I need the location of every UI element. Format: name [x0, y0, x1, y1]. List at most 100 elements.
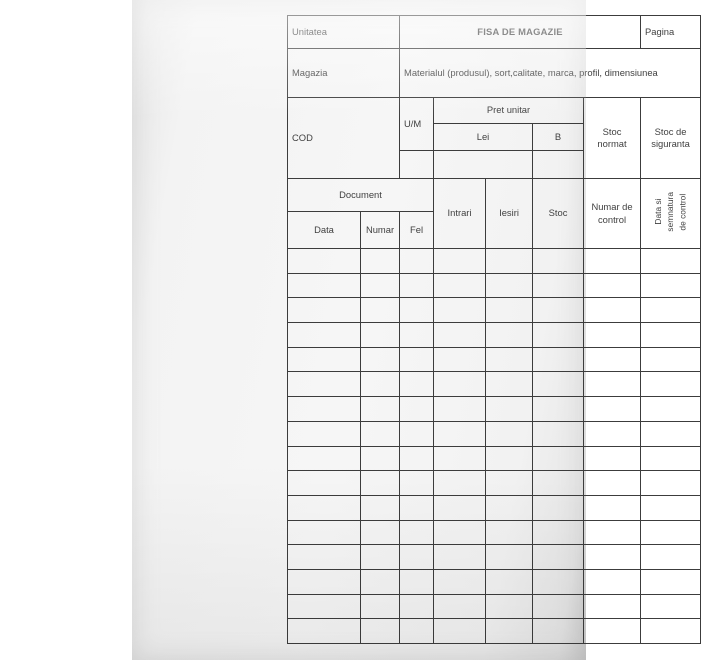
cell-numar[interactable]	[359, 420, 401, 447]
cell-stoc[interactable]	[532, 544, 585, 570]
cell-numar[interactable]	[359, 371, 401, 398]
cell-fel[interactable]	[399, 396, 435, 422]
cell-iesiri[interactable]	[485, 346, 534, 373]
cell-data-si-semnatura-de-control[interactable]	[640, 568, 702, 595]
cell-numar[interactable]	[359, 544, 401, 570]
cell-data-si-semnatura-de-control[interactable]	[640, 420, 702, 447]
cell-material-label[interactable]: Materialul (produsul), sort,calitate, ma…	[399, 48, 702, 98]
cell-numar-de-control[interactable]	[583, 346, 642, 373]
cell-pret-lei-value[interactable]	[433, 150, 534, 179]
cell-intrari[interactable]	[433, 420, 487, 447]
cell-intrari[interactable]	[433, 371, 487, 398]
cell-numar-de-control[interactable]	[583, 420, 642, 447]
cell-intrari[interactable]	[433, 544, 487, 570]
cell-iesiri[interactable]	[485, 519, 534, 546]
cell-data[interactable]	[287, 593, 361, 620]
cell-data-si-semnatura-de-control[interactable]	[640, 272, 702, 299]
cell-numar-de-control[interactable]	[583, 248, 642, 274]
cell-fel[interactable]	[399, 248, 435, 274]
cell-data[interactable]	[287, 470, 361, 496]
cell-data[interactable]	[287, 494, 361, 521]
cell-iesiri[interactable]	[485, 445, 534, 472]
cell-data-si-semnatura-de-control[interactable]	[640, 593, 702, 620]
cell-stoc[interactable]	[532, 470, 585, 496]
cell-data[interactable]	[287, 544, 361, 570]
cell-fel[interactable]	[399, 519, 435, 546]
cell-intrari[interactable]	[433, 322, 487, 348]
cell-stoc[interactable]	[532, 248, 585, 274]
cell-cod-label[interactable]: COD	[286, 97, 401, 179]
cell-fel[interactable]	[399, 297, 435, 324]
cell-fel[interactable]	[399, 445, 435, 472]
cell-numar[interactable]	[359, 593, 401, 620]
cell-numar-de-control[interactable]	[583, 618, 642, 644]
cell-numar[interactable]	[359, 322, 401, 348]
cell-iesiri[interactable]	[485, 420, 534, 447]
cell-numar-de-control[interactable]	[583, 593, 642, 620]
cell-iesiri[interactable]	[485, 568, 534, 595]
cell-numar-de-control[interactable]	[583, 322, 642, 348]
cell-fel[interactable]	[399, 470, 435, 496]
cell-data-si-semnatura-de-control[interactable]	[640, 494, 702, 521]
cell-numar-de-control[interactable]	[583, 494, 642, 521]
cell-numar-de-control[interactable]	[583, 371, 642, 398]
cell-intrari[interactable]	[433, 593, 487, 620]
cell-numar-de-control[interactable]	[583, 470, 642, 496]
cell-iesiri[interactable]	[485, 618, 534, 644]
cell-data-si-semnatura-de-control[interactable]	[640, 297, 702, 324]
cell-data[interactable]	[287, 618, 361, 644]
cell-numar[interactable]	[359, 618, 401, 644]
cell-numar-de-control[interactable]	[583, 297, 642, 324]
cell-fel[interactable]	[399, 322, 435, 348]
cell-numar[interactable]	[359, 445, 401, 472]
cell-stoc[interactable]	[532, 346, 585, 373]
cell-numar-de-control[interactable]	[583, 519, 642, 546]
cell-intrari[interactable]	[433, 568, 487, 595]
cell-stoc[interactable]	[532, 371, 585, 398]
cell-numar-de-control[interactable]	[583, 568, 642, 595]
cell-intrari[interactable]	[433, 396, 487, 422]
cell-um-label[interactable]: U/M	[399, 97, 435, 151]
cell-numar[interactable]	[359, 346, 401, 373]
cell-iesiri[interactable]	[485, 593, 534, 620]
cell-data[interactable]	[287, 568, 361, 595]
cell-magazia-label[interactable]: Magazia	[286, 48, 401, 98]
cell-data-si-semnatura-de-control[interactable]	[640, 396, 702, 422]
cell-data[interactable]	[287, 272, 361, 299]
cell-pagina-label[interactable]: Pagina	[640, 15, 702, 49]
cell-data-si-semnatura-de-control[interactable]	[640, 470, 702, 496]
cell-iesiri[interactable]	[485, 396, 534, 422]
cell-intrari[interactable]	[433, 618, 487, 644]
cell-fel[interactable]	[399, 618, 435, 644]
cell-intrari[interactable]	[433, 494, 487, 521]
cell-iesiri[interactable]	[485, 322, 534, 348]
cell-data[interactable]	[287, 346, 361, 373]
cell-fel[interactable]	[399, 593, 435, 620]
cell-iesiri[interactable]	[485, 494, 534, 521]
cell-data-si-semnatura-de-control[interactable]	[640, 371, 702, 398]
cell-data[interactable]	[287, 297, 361, 324]
cell-fel[interactable]	[399, 346, 435, 373]
cell-data[interactable]	[287, 445, 361, 472]
cell-stoc[interactable]	[532, 494, 585, 521]
cell-fel[interactable]	[399, 544, 435, 570]
cell-iesiri[interactable]	[485, 272, 534, 299]
cell-data-si-semnatura-de-control[interactable]	[640, 322, 702, 348]
cell-stoc[interactable]	[532, 519, 585, 546]
cell-um-value[interactable]	[399, 150, 435, 179]
cell-data[interactable]	[287, 420, 361, 447]
cell-fel[interactable]	[399, 420, 435, 447]
cell-iesiri[interactable]	[485, 544, 534, 570]
cell-data-si-semnatura-de-control[interactable]	[640, 618, 702, 644]
cell-data[interactable]	[287, 519, 361, 546]
cell-iesiri[interactable]	[485, 297, 534, 324]
cell-intrari[interactable]	[433, 297, 487, 324]
cell-numar-de-control[interactable]	[583, 396, 642, 422]
cell-unitatea-label[interactable]: Unitatea	[286, 15, 401, 49]
cell-data-si-semnatura-de-control[interactable]	[640, 346, 702, 373]
cell-numar-de-control[interactable]	[583, 544, 642, 570]
cell-numar[interactable]	[359, 297, 401, 324]
cell-data[interactable]	[287, 322, 361, 348]
cell-stoc[interactable]	[532, 618, 585, 644]
cell-iesiri[interactable]	[485, 470, 534, 496]
